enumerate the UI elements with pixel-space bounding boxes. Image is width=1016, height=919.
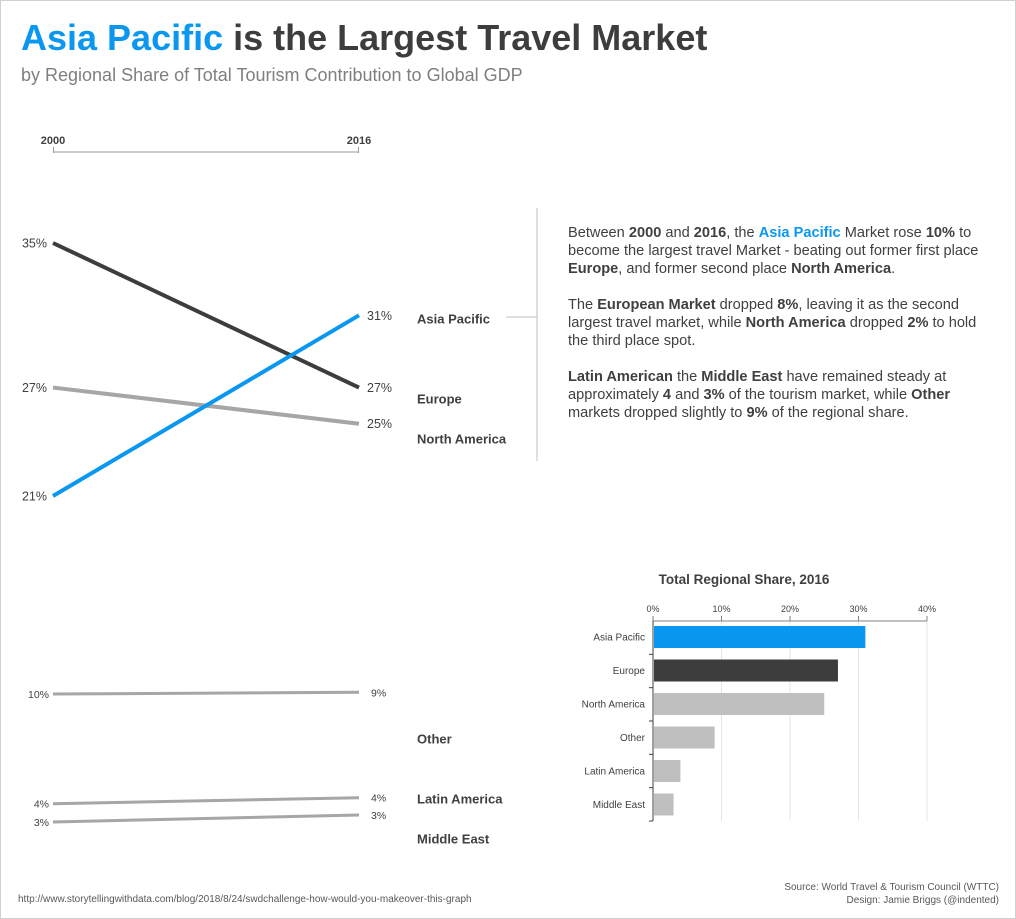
narrative-run: Between — [568, 225, 629, 241]
series-line-middle-east — [52, 813, 360, 824]
start-value-label: 4% — [34, 799, 49, 811]
narrative-run: The — [568, 297, 598, 313]
narrative-run: 3% — [703, 387, 725, 403]
narrative-run: of the tourism market, while — [724, 387, 912, 403]
narrative-run: European Market — [597, 297, 716, 313]
series-name-asia-pacific: Asia Pacific — [417, 312, 490, 327]
series-line-other — [52, 690, 360, 696]
series-name-latin-america: Latin America — [417, 792, 503, 807]
footer-source: Source: World Travel & Tourism Council (… — [784, 882, 999, 893]
start-value-label: 27% — [22, 381, 47, 395]
end-value-label: 4% — [371, 793, 386, 805]
end-value-label: 25% — [367, 417, 392, 431]
series-name-other: Other — [417, 732, 452, 747]
narrative-run: 2% — [907, 315, 929, 331]
title-rest: is the Largest Travel Market — [223, 17, 708, 58]
narrative-run: to become the largest travel Market - be… — [568, 225, 979, 259]
narrative-run: have remained steady at approximately — [568, 369, 947, 403]
narrative-run: , and former second place — [618, 261, 792, 277]
narrative-run: , the — [726, 225, 759, 241]
series-name-north-america: North America — [417, 432, 507, 447]
narrative-run: 8% — [777, 297, 799, 313]
narrative-run: . — [891, 261, 896, 277]
narrative-run: 10% — [925, 225, 956, 241]
title-accent: Asia Pacific — [21, 17, 224, 58]
narrative-run: 9% — [746, 405, 768, 421]
footer-design: Design: Jamie Briggs (@indented) — [846, 895, 999, 906]
footer-credits: Source: World Travel & Tourism Council (… — [784, 881, 999, 907]
narrative-run: Other — [911, 387, 951, 403]
narrative-run: 4 — [662, 387, 672, 403]
footer-url: http://www.storytellingwithdata.com/blog… — [18, 894, 472, 905]
narrative-run: Asia Pacific — [758, 225, 841, 241]
series-name-europe: Europe — [417, 392, 462, 407]
series-line-europe — [52, 241, 360, 390]
year-label-end: 2016 — [347, 135, 371, 147]
narrative-run: North America — [791, 261, 892, 277]
narrative-paragraph-2: The European Market dropped 8%, leaving … — [568, 296, 993, 350]
narrative-run: North America — [745, 315, 846, 331]
narrative-run: the — [672, 369, 702, 385]
start-value-label: 10% — [28, 689, 49, 701]
narrative-paragraph-1: Between 2000 and 2016, the Asia Pacific … — [568, 224, 993, 278]
narrative-run: , leaving it as the second largest trave… — [568, 297, 960, 331]
series-line-asia-pacific — [51, 313, 361, 498]
narrative-run: of the regional share. — [767, 405, 909, 421]
narrative-paragraph-3: Latin American the Middle East have rema… — [568, 368, 993, 422]
narrative-run: 2000 — [628, 225, 662, 241]
narrative-run: to hold the third place spot. — [568, 315, 977, 349]
narrative-run: dropped — [845, 315, 908, 331]
start-value-label: 3% — [34, 817, 49, 829]
end-value-label: 3% — [371, 810, 386, 822]
series-line-latin-america — [52, 796, 360, 806]
narrative-run: dropped — [715, 297, 778, 313]
page-title: Asia Pacific is the Largest Travel Marke… — [21, 17, 707, 59]
start-value-label: 21% — [22, 490, 47, 504]
narrative-run: and — [661, 225, 694, 241]
end-value-label: 31% — [367, 309, 392, 323]
series-name-middle-east: Middle East — [417, 832, 490, 847]
year-label-start: 2000 — [41, 135, 65, 147]
narrative-run: Middle East — [701, 369, 783, 385]
narrative-run: Market rose — [840, 225, 926, 241]
start-value-label: 35% — [22, 237, 47, 251]
narrative-run: and — [671, 387, 704, 403]
narrative-run: 2016 — [693, 225, 727, 241]
narrative-run: Europe — [568, 261, 619, 277]
end-value-label: 9% — [371, 687, 386, 699]
page-subtitle: by Regional Share of Total Tourism Contr… — [21, 65, 523, 85]
narrative-run: Latin American — [568, 369, 673, 385]
narrative-run: markets dropped slightly to — [568, 405, 747, 421]
narrative-text: Between 2000 and 2016, the Asia Pacific … — [568, 224, 993, 440]
end-value-label: 27% — [367, 381, 392, 395]
